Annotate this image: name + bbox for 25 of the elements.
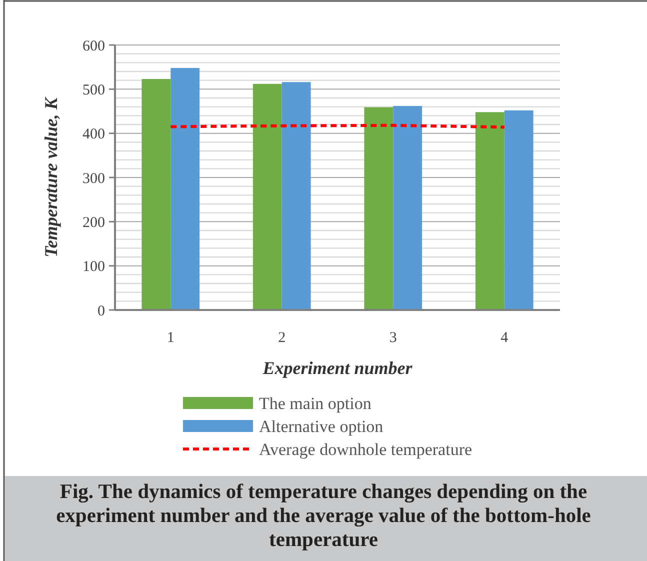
y-tick-label: 500 xyxy=(82,82,105,98)
y-tick-label: 300 xyxy=(82,170,105,187)
bar xyxy=(142,79,171,310)
bar xyxy=(282,82,311,310)
y-tick-label: 600 xyxy=(82,38,105,54)
y-axis-title: Temperature value, K xyxy=(41,96,61,258)
bar xyxy=(364,107,394,310)
x-axis-title: Experiment number xyxy=(262,358,414,378)
x-tick-label: 2 xyxy=(278,330,286,346)
y-tick-label: 100 xyxy=(82,259,105,276)
legend-label: The main option xyxy=(259,394,372,413)
legend-label: Alternative option xyxy=(259,416,384,436)
bar xyxy=(393,106,422,310)
bar xyxy=(504,110,534,310)
y-tick-label: 200 xyxy=(82,214,105,231)
y-tick-label: 0 xyxy=(98,303,105,320)
x-tick-label: 1 xyxy=(166,330,174,346)
x-tick-label: 4 xyxy=(500,330,509,346)
bar xyxy=(475,112,504,310)
bar xyxy=(170,68,200,310)
bar xyxy=(252,84,282,310)
y-tick-label: 400 xyxy=(82,126,105,143)
legend-label: Average downhole temperature xyxy=(259,440,472,459)
x-tick-label: 3 xyxy=(389,330,397,346)
text: Fig. The dynamics of temperature changes depending on the experiment number and the average value of the bottom-hole temperature xyxy=(55,480,592,552)
